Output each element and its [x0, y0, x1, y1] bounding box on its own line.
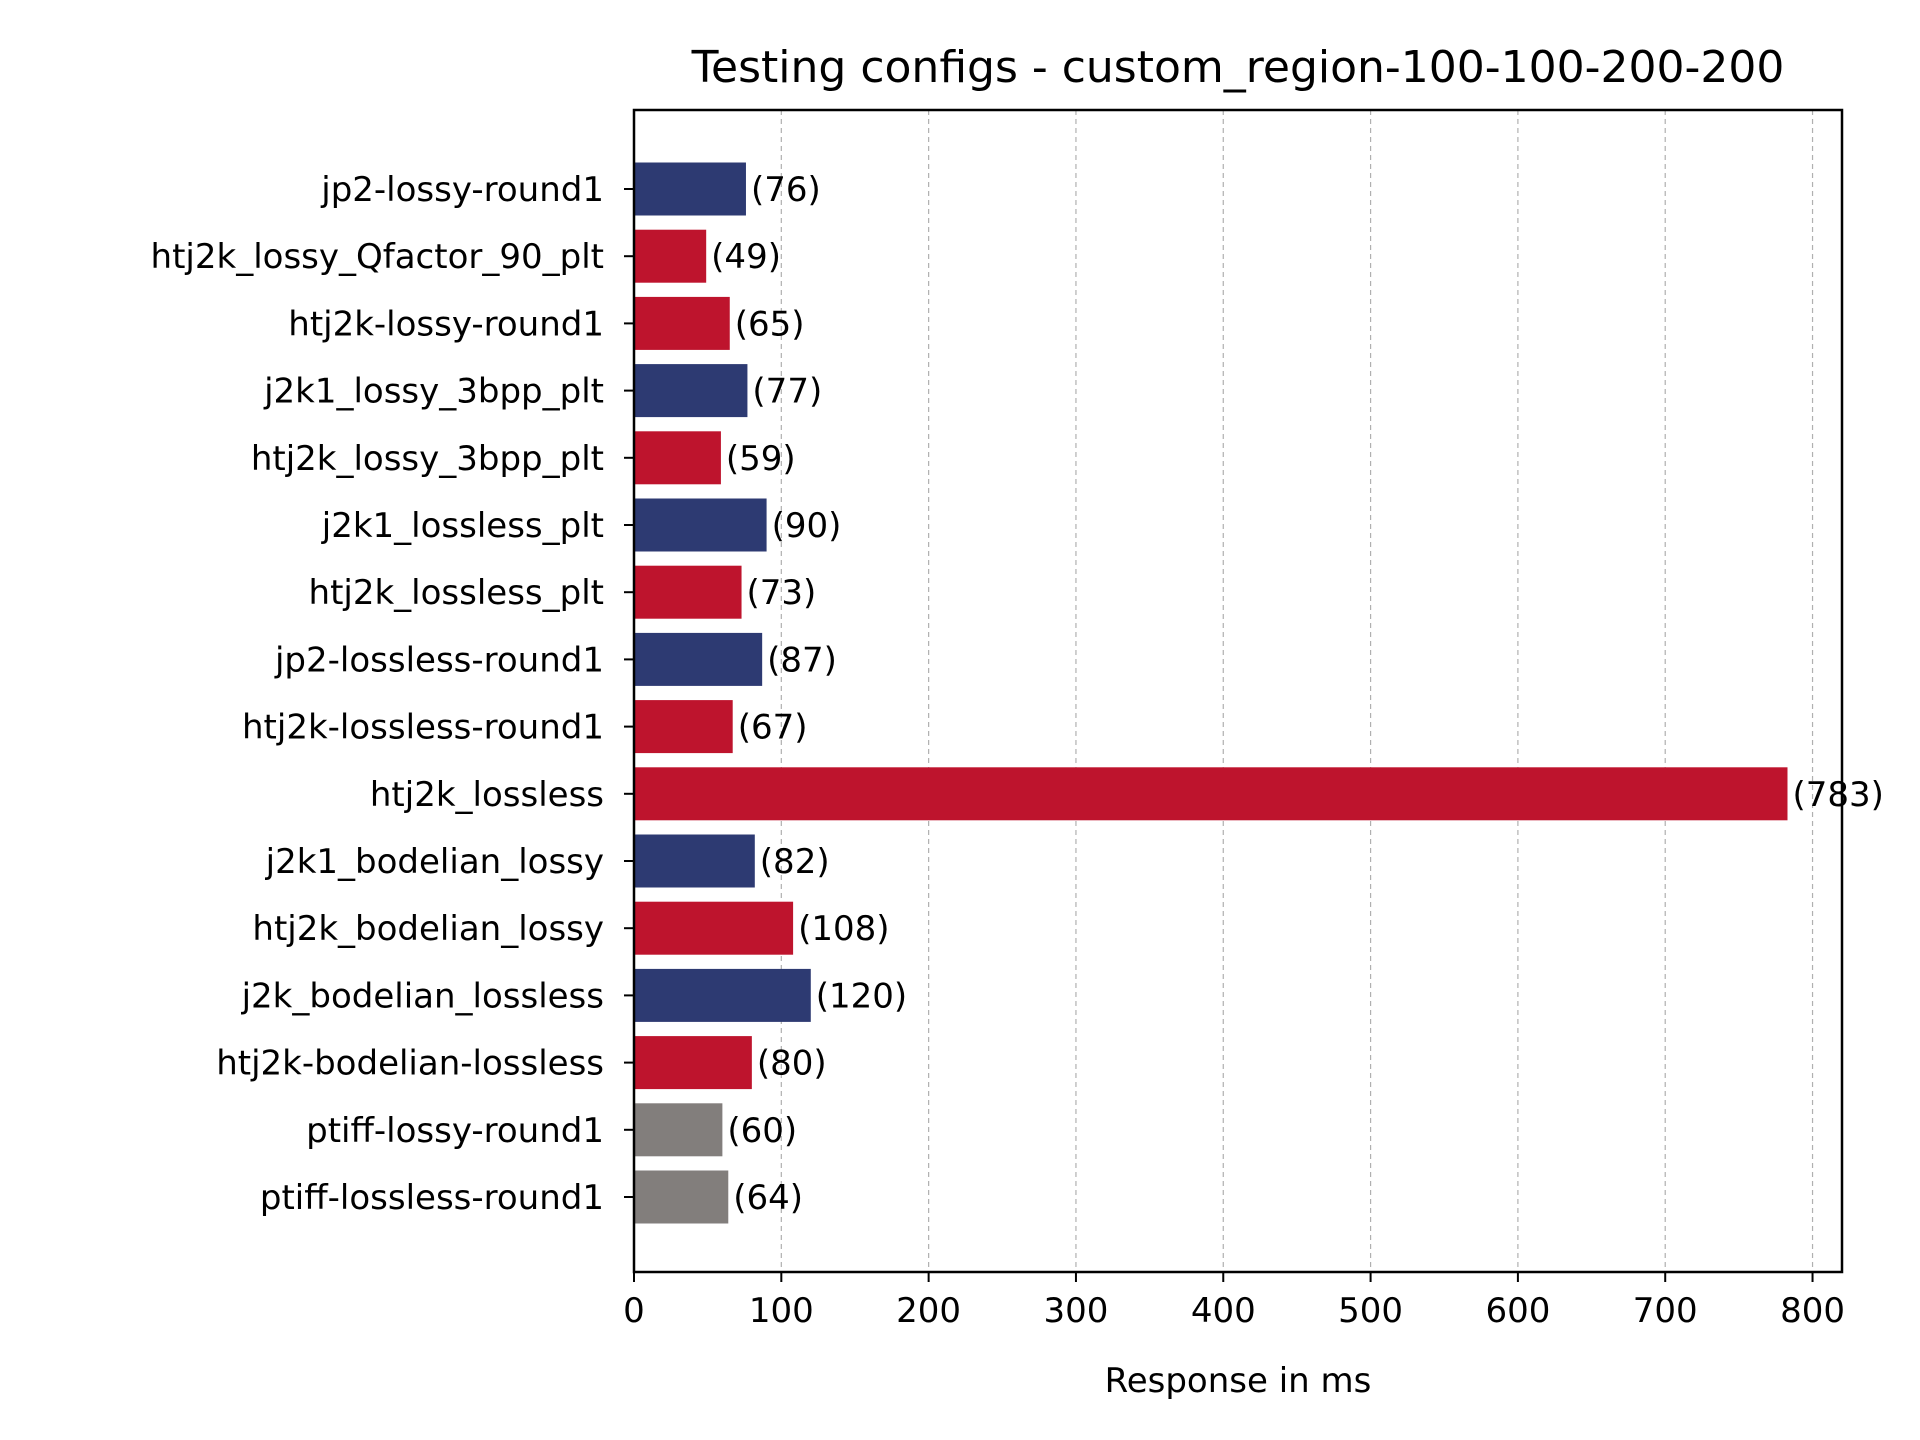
bars: [634, 162, 1788, 1224]
y-tick-label: htj2k_bodelian_lossy: [252, 909, 604, 949]
bar: [634, 364, 748, 418]
data-label: (80): [757, 1044, 827, 1084]
y-tick-label: htj2k_lossy_3bpp_plt: [251, 439, 604, 479]
bar: [634, 834, 755, 888]
x-tick-label: 800: [1780, 1291, 1845, 1331]
grid-lines: [780, 110, 1814, 1272]
y-tick-label: j2k1_lossless_plt: [321, 506, 604, 546]
data-label: (82): [760, 842, 830, 882]
data-label: (77): [752, 372, 822, 412]
bar: [634, 700, 733, 754]
data-labels: (76) (49) (65) (77) (59) (90) (73) (87) (67) (783…: [711, 170, 1884, 1218]
y-tick-label: j2k1_bodelian_lossy: [265, 842, 604, 882]
bar: [634, 162, 746, 216]
bar: [634, 565, 742, 619]
y-tick-label: jp2-lossless-round1: [274, 640, 604, 680]
x-tick-label: 500: [1338, 1291, 1403, 1331]
data-label: (64): [733, 1178, 803, 1218]
y-tick-label: htj2k-bodelian-lossless: [216, 1044, 604, 1084]
y-tick-label: htj2k_lossless: [370, 775, 604, 815]
data-label: (783): [1792, 775, 1883, 815]
y-tick-label: htj2k_lossless_plt: [309, 573, 604, 613]
data-label: (87): [767, 640, 837, 680]
bar: [634, 296, 730, 350]
data-label: (67): [738, 708, 808, 748]
bar: [634, 1103, 723, 1157]
x-tick-label: 200: [896, 1291, 961, 1331]
y-tick-label: htj2k-lossless-round1: [242, 708, 604, 748]
y-tick-label: ptiff-lossless-round1: [260, 1178, 604, 1218]
bar: [634, 632, 763, 686]
y-tick-label: htj2k_lossy_Qfactor_90_plt: [151, 237, 604, 277]
bar: [634, 229, 707, 283]
x-tick-label: 100: [749, 1291, 814, 1331]
y-tick-label: j2k_bodelian_lossless: [241, 976, 604, 1016]
x-axis-label: Response in ms: [1105, 1361, 1372, 1401]
data-label: (108): [798, 909, 889, 949]
data-label: (49): [711, 237, 781, 277]
data-label: (120): [816, 976, 907, 1016]
chart-title: Testing configs - custom_region-100-100-…: [691, 42, 1785, 93]
x-tick-label: 700: [1633, 1291, 1698, 1331]
bar: [634, 431, 721, 485]
y-axis-ticks: jp2-lossy-round1 htj2k_lossy_Qfactor_90_p…: [151, 170, 634, 1218]
plot-frame: [632, 108, 1844, 1274]
bar: [634, 901, 794, 955]
x-tick-label: 600: [1485, 1291, 1550, 1331]
data-label: (73): [747, 573, 817, 613]
y-tick-label: htj2k-lossy-round1: [288, 304, 604, 344]
data-label: (90): [772, 506, 842, 546]
y-tick-label: jp2-lossy-round1: [320, 170, 604, 210]
bar: [634, 968, 811, 1022]
x-tick-label: 0: [623, 1291, 645, 1331]
x-axis-ticks: 0 100 200 300 400 500 600 700 800: [623, 1272, 1845, 1331]
data-label: (65): [735, 304, 805, 344]
data-label: (59): [726, 439, 796, 479]
data-label: (60): [727, 1111, 797, 1151]
bar: [634, 767, 1788, 821]
data-label: (76): [751, 170, 821, 210]
bar: [634, 498, 767, 552]
y-tick-label: j2k1_lossy_3bpp_plt: [263, 372, 604, 412]
x-tick-label: 400: [1191, 1291, 1256, 1331]
x-tick-label: 300: [1043, 1291, 1108, 1331]
bar: [634, 1036, 752, 1090]
y-tick-label: ptiff-lossy-round1: [306, 1111, 604, 1151]
bar: [634, 1170, 729, 1224]
